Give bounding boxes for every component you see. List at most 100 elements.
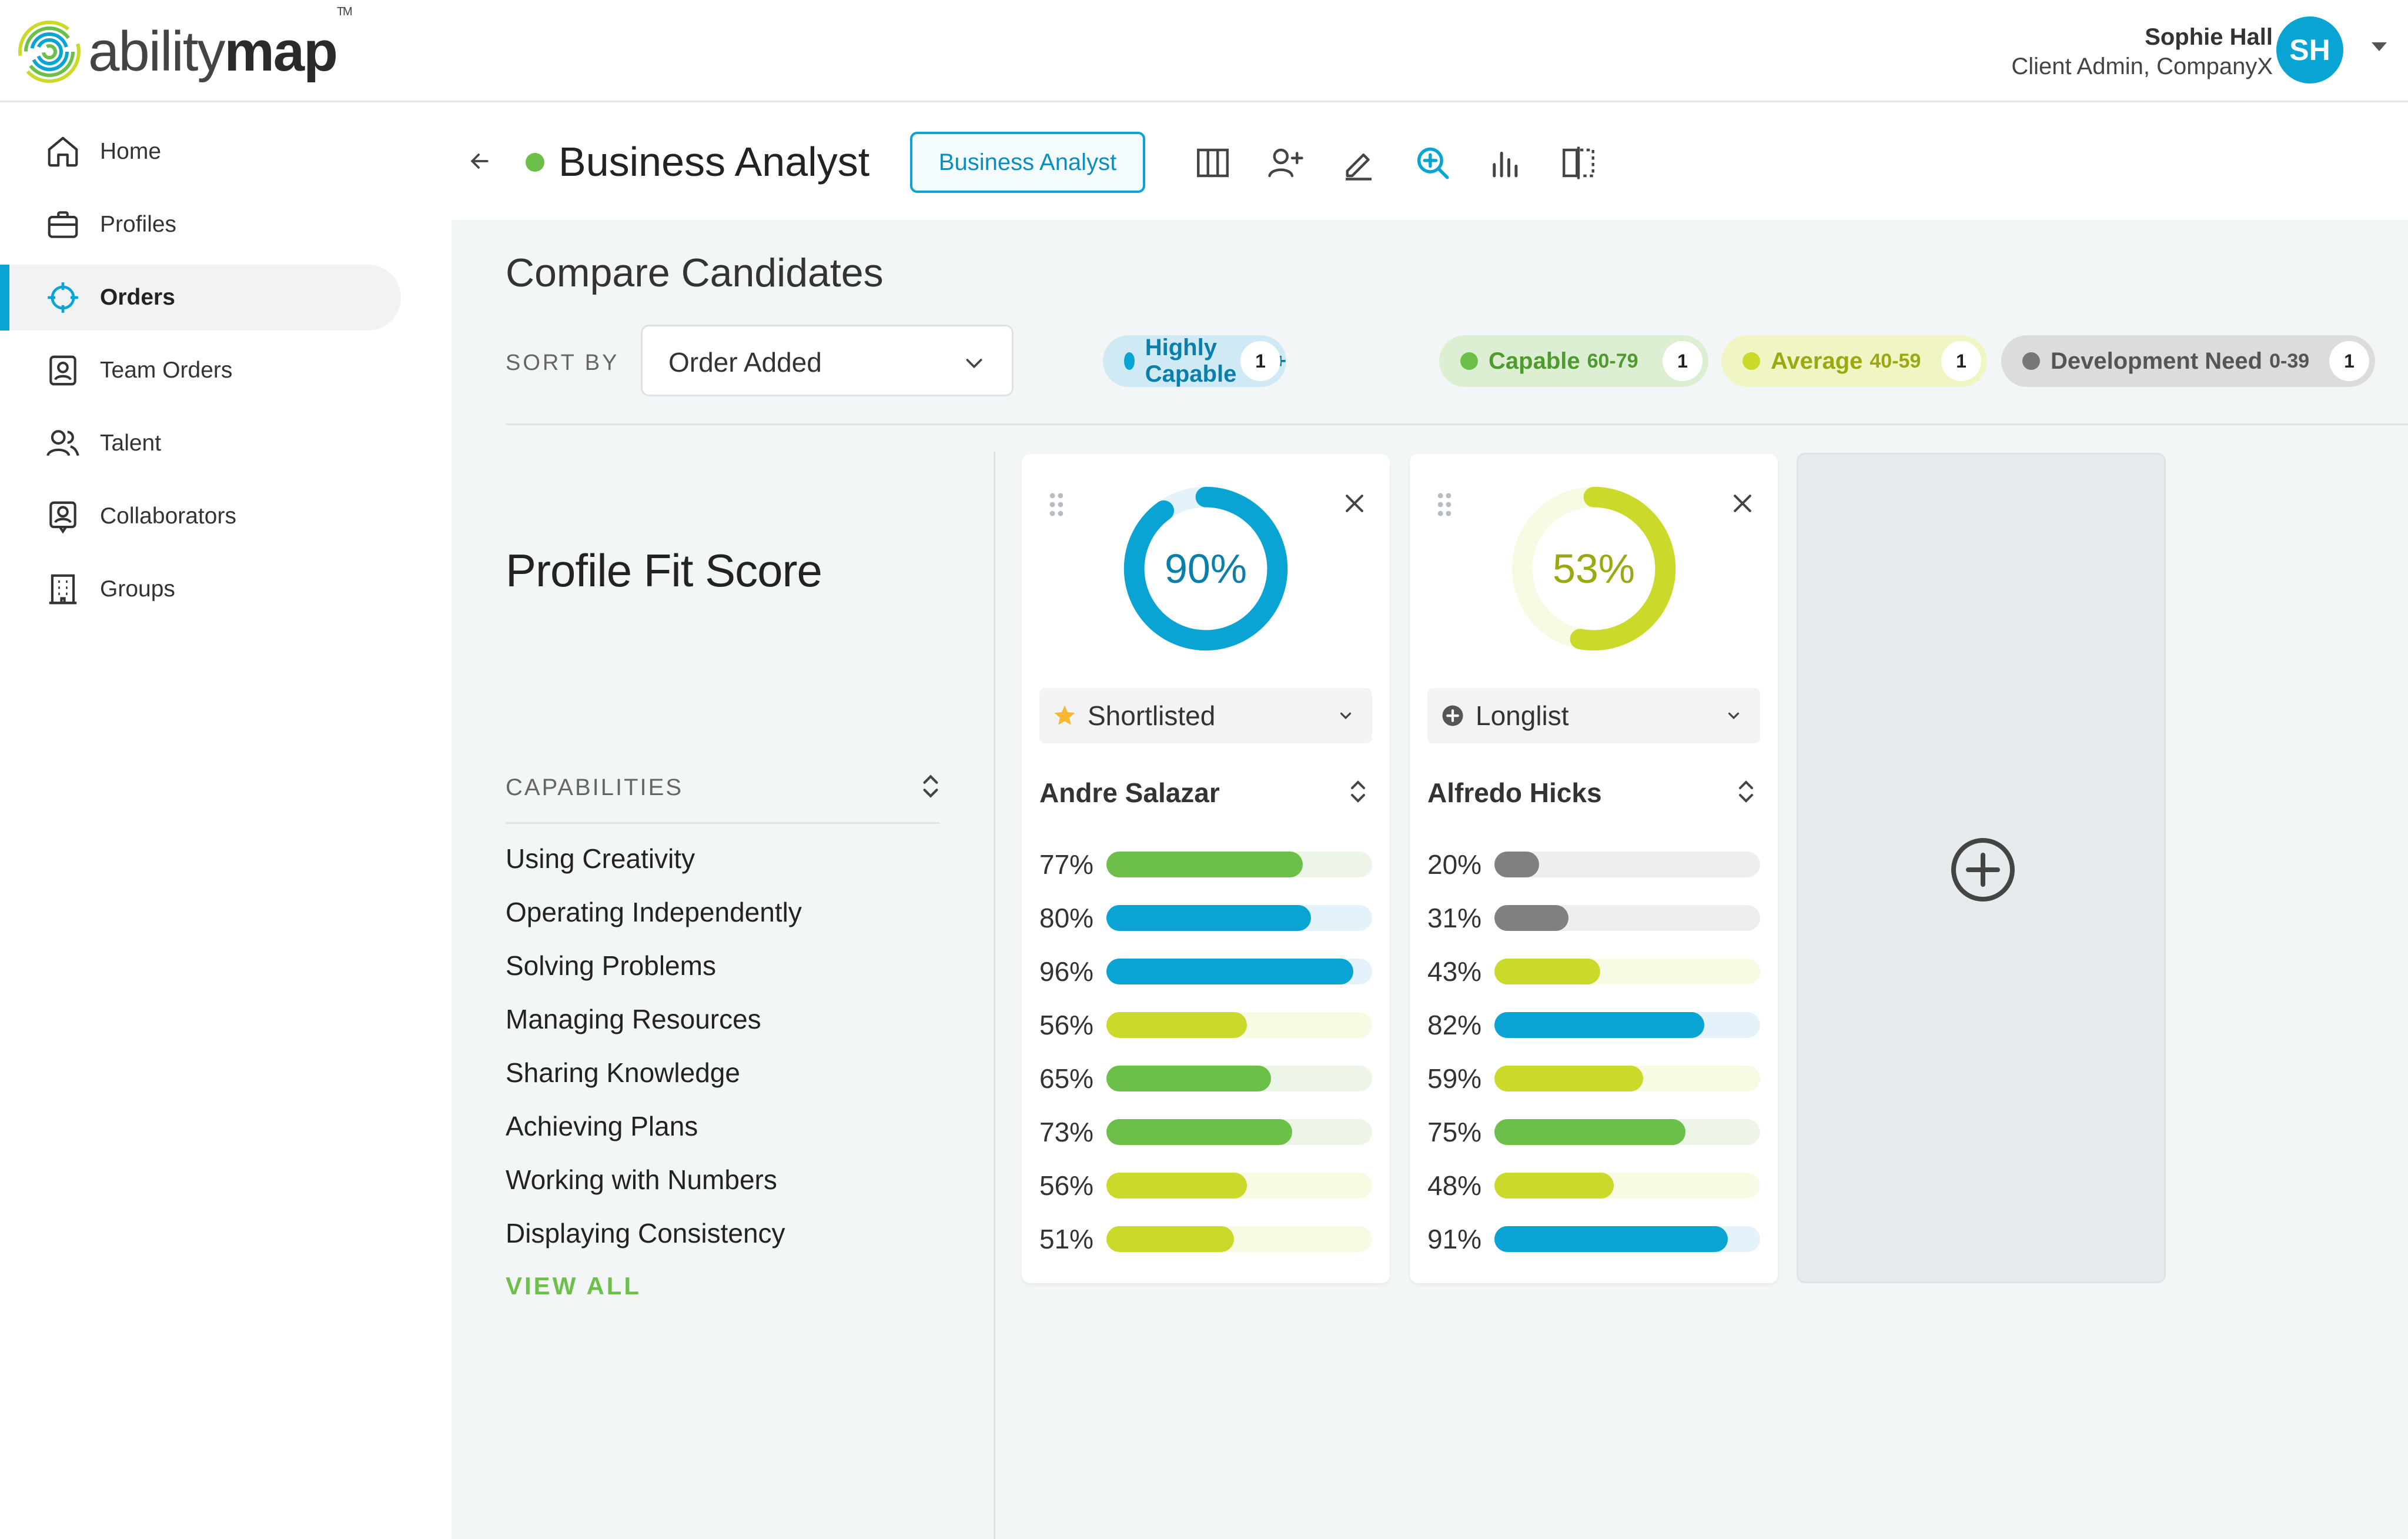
capability-score-row: 80% [1039,902,1372,934]
capability-score-value: 59% [1427,1063,1482,1094]
legend-average[interactable]: Average 40-59 1 [1721,335,1987,387]
add-user-icon[interactable] [1266,143,1305,182]
close-icon[interactable] [1730,490,1755,516]
legend-count-badge: 1 [1663,341,1703,381]
close-icon[interactable] [1342,490,1367,516]
capability-score-value: 96% [1039,956,1094,987]
user-menu-caret-icon[interactable] [2372,42,2387,51]
sidebar-item-team-orders[interactable]: Team Orders [0,338,401,403]
candidate-name: Alfredo Hicks [1427,777,1602,808]
capability-score-row: 73% [1039,1116,1372,1149]
sort-toggle-icon[interactable] [1732,777,1760,806]
capability-score-row: 56% [1039,1009,1372,1041]
legend-capable[interactable]: Capable 60-79 1 [1439,335,1708,387]
capability-bar-track [1106,1173,1372,1199]
add-circle-icon[interactable] [1948,834,2018,905]
profile-chip-button[interactable]: Business Analyst [910,132,1145,193]
candidate-status-value: Longlist [1476,700,1569,731]
legend-highly-capable[interactable]: Highly Capable 80+ 1 [1103,335,1286,387]
capability-score-row: 31% [1427,902,1760,934]
capability-score-value: 51% [1039,1224,1094,1254]
capability-label: Managing Resources [506,1004,761,1034]
sidebar-item-label: Orders [100,285,175,310]
compare-icon[interactable] [1559,143,1598,182]
zoom-icon[interactable] [1413,143,1452,182]
capability-score-row: 51% [1039,1223,1372,1256]
capability-bar-track [1494,1173,1760,1199]
legend-label: Highly Capable [1145,335,1237,387]
back-arrow-icon[interactable] [467,148,493,174]
chevron-down-icon [1340,712,1352,720]
order-toolbar: Business Analyst Business Analyst [452,102,2408,220]
sidebar-item-profiles[interactable]: Profiles [0,192,401,258]
capability-bar-fill [1494,1119,1685,1145]
legend-count-badge: 1 [1240,341,1280,381]
capability-bar-fill [1494,959,1601,984]
sort-by-select[interactable]: Order Added [641,325,1014,396]
sidebar-item-collaborators[interactable]: Collaborators [0,483,401,549]
sort-by-label: SORT BY [506,350,620,375]
capability-score-row: 77% [1039,848,1372,881]
chevron-down-icon [1728,712,1740,720]
capability-bar-fill [1106,852,1303,877]
crosshair-icon [48,282,78,313]
capability-score-value: 75% [1427,1117,1482,1147]
capability-score-row: 65% [1039,1062,1372,1095]
capability-bar-track [1106,905,1372,931]
sort-toggle-icon[interactable] [1344,777,1372,806]
sidebar-item-label: Team Orders [100,358,233,383]
user-name: Sophie Hall [2145,24,2273,50]
edit-icon[interactable] [1339,143,1378,182]
candidate-name: Andre Salazar [1039,777,1220,808]
capability-score-row: 48% [1427,1169,1760,1202]
candidate-status-select[interactable]: Shortlisted [1039,688,1372,743]
capability-bar-track [1106,852,1372,877]
legend-dot [1460,352,1478,370]
legend-count-badge: 1 [2329,341,2369,381]
user-info[interactable]: Sophie Hall Client Admin, CompanyX [2011,22,2273,81]
view-all-link[interactable]: VIEW ALL [506,1272,642,1300]
avatar[interactable]: SH [2276,16,2343,84]
sidebar-item-home[interactable]: Home [0,119,401,185]
add-candidate-card[interactable] [1797,453,2166,1283]
candidate-status-select[interactable]: Longlist [1427,688,1760,743]
logo-text-ability: ability [88,20,225,83]
sidebar: Home Profiles Orders Team Orders Talent … [0,102,452,1539]
sidebar-item-groups[interactable]: Groups [0,556,401,622]
star-icon [1054,705,1075,725]
sidebar-item-orders[interactable]: Orders [0,265,401,330]
capability-bar-fill [1494,1226,1728,1252]
capability-bar-fill [1494,1173,1614,1199]
legend-dot [1124,352,1135,370]
legend-development-need[interactable]: Development Need 0-39 1 [2001,335,2375,387]
drag-handle-icon[interactable] [1436,492,1453,518]
capability-label: Achieving Plans [506,1111,698,1141]
capability-label: Solving Problems [506,950,716,981]
sidebar-item-label: Collaborators [100,503,236,529]
sidebar-item-label: Home [100,139,162,164]
sort-toggle-icon[interactable] [916,772,945,801]
columns-icon[interactable] [1193,143,1232,182]
page-title: Compare Candidates [506,251,884,295]
legend-dot [1743,352,1760,370]
drag-handle-icon[interactable] [1048,492,1065,518]
column-divider [994,452,995,1539]
capability-score-value: 56% [1039,1170,1094,1201]
capabilities-header[interactable]: CAPABILITIES [506,774,684,800]
fit-score-donut [1123,486,1288,651]
capability-bar-fill [1494,905,1569,931]
capability-score-value: 73% [1039,1117,1094,1147]
sort-by-value: Order Added [668,347,822,378]
bar-chart-icon[interactable] [1486,143,1525,182]
user-role: Client Admin, CompanyX [2011,54,2273,79]
chevron-down-icon [966,359,982,369]
logo-wordmark: abilitymap TM [88,6,353,80]
abilitymap-logo[interactable]: abilitymap TM [16,6,353,87]
capability-bar-fill [1106,1119,1292,1145]
capability-bar-track [1494,1226,1760,1252]
capability-label: Using Creativity [506,843,695,874]
sidebar-item-talent[interactable]: Talent [0,410,401,476]
capability-bar-fill [1106,1226,1234,1252]
capability-bar-track [1106,959,1372,984]
capability-bar-track [1494,905,1760,931]
